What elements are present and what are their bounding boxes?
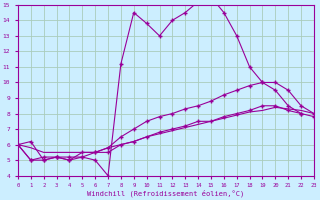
X-axis label: Windchill (Refroidissement éolien,°C): Windchill (Refroidissement éolien,°C) xyxy=(87,190,244,197)
